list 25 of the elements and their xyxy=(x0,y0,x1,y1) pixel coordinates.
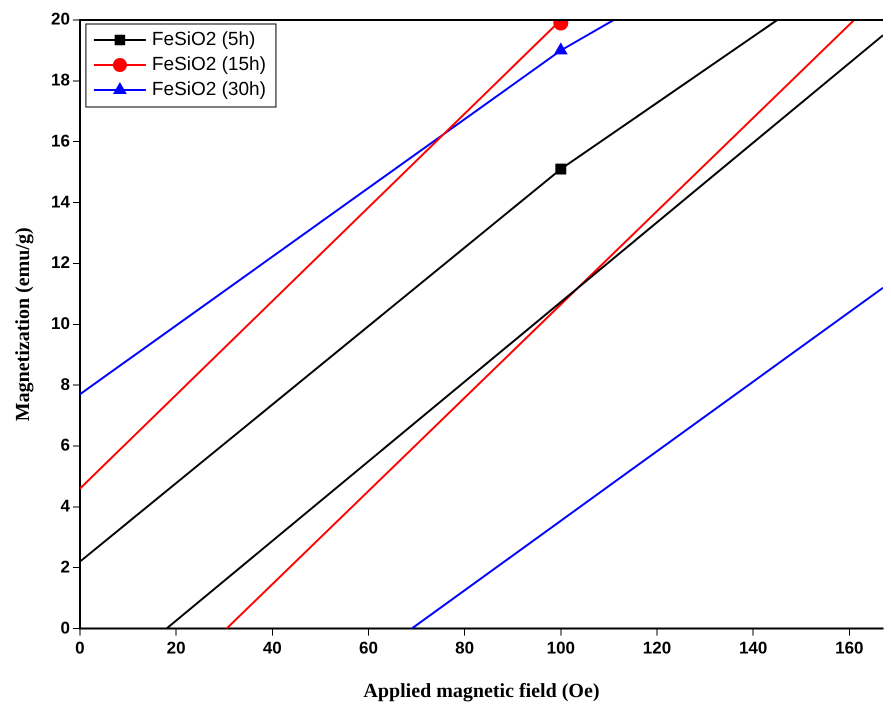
x-tick-label: 160 xyxy=(835,638,864,658)
legend-label: FeSiO2 (15h) xyxy=(152,54,266,76)
y-tick-label: 18 xyxy=(50,70,70,90)
x-tick-label: 40 xyxy=(262,638,282,658)
y-tick-label: 4 xyxy=(60,496,70,516)
y-tick-label: 8 xyxy=(60,374,70,394)
y-tick-label: 2 xyxy=(60,557,70,576)
x-tick-label: 80 xyxy=(455,638,474,658)
x-tick-label: 100 xyxy=(546,638,575,658)
y-axis-title: Magnetization (emu/g) xyxy=(12,227,34,422)
y-tick-label: 10 xyxy=(50,314,70,333)
y-tick-label: 14 xyxy=(50,192,70,212)
y-tick-label: 0 xyxy=(60,618,70,638)
x-tick-label: 0 xyxy=(75,638,85,658)
legend-label: FeSiO2 (5h) xyxy=(152,29,256,50)
legend-label: FeSiO2 (30h) xyxy=(152,79,266,100)
x-axis-title: Applied magnetic field (Oe) xyxy=(363,680,600,702)
x-tick-label: 20 xyxy=(166,638,186,658)
x-tick-label: 120 xyxy=(642,638,672,658)
y-tick-label: 6 xyxy=(60,436,70,455)
x-tick-label: 60 xyxy=(358,638,378,658)
y-tick-label: 16 xyxy=(50,131,70,150)
y-tick-label: 20 xyxy=(50,10,70,29)
y-tick-label: 12 xyxy=(50,253,70,272)
x-tick-label: 140 xyxy=(738,638,768,658)
